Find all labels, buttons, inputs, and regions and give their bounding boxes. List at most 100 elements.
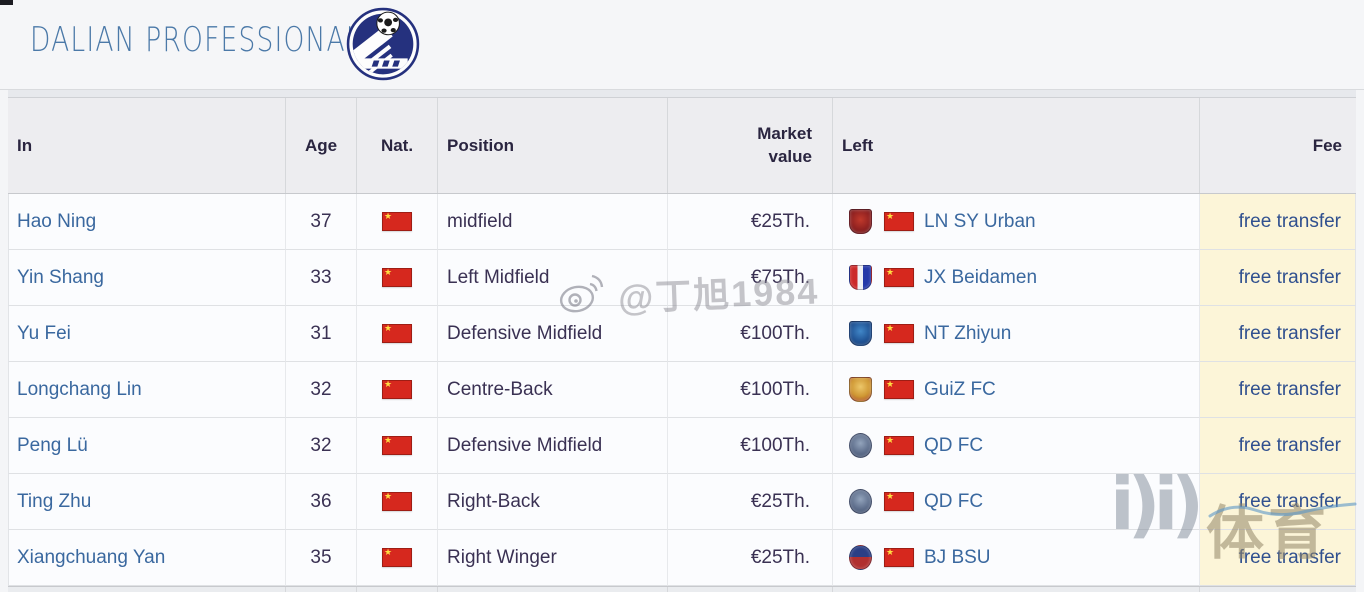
- fee-value: free transfer: [1238, 490, 1341, 512]
- nationality-cell: [357, 250, 438, 306]
- table-row: Peng Lü 32 Defensive Midfield €100Th. QD…: [8, 418, 1356, 474]
- player-name-link[interactable]: Ting Zhu: [17, 490, 92, 512]
- age-cell: 32: [286, 362, 357, 418]
- left-club-cell: GuiZ FC: [833, 362, 1200, 418]
- column-header-market-value: Market value: [668, 98, 833, 193]
- club-crest-icon[interactable]: [849, 321, 872, 346]
- column-header-in: In: [8, 98, 286, 193]
- nationality-cell: [357, 306, 438, 362]
- fee-cell: free transfer: [1200, 306, 1356, 362]
- table-header-row: In Age Nat. Position Market value Left F…: [8, 97, 1356, 194]
- player-cell: Peng Lü: [8, 418, 286, 474]
- player-cell: Ting Zhu: [8, 474, 286, 530]
- nationality-cell: [357, 362, 438, 418]
- player-name-link[interactable]: Longchang Lin: [17, 378, 142, 400]
- left-club-cell: QD FC: [833, 418, 1200, 474]
- dalian-professional-crest-icon: [346, 7, 420, 81]
- left-club-link[interactable]: QD FC: [924, 490, 984, 512]
- player-cell: Yu Fei: [8, 306, 286, 362]
- club-crest-icon[interactable]: [849, 265, 872, 290]
- table-row: Yin Shang 33 Left Midfield €75Th. JX Bei…: [8, 250, 1356, 306]
- fee-cell: free transfer: [1200, 250, 1356, 306]
- position-cell: Centre-Back: [438, 362, 668, 418]
- left-club-cell: BJ BSU: [833, 530, 1200, 586]
- player-name-link[interactable]: Peng Lü: [17, 434, 88, 456]
- table-row: Longchang Lin 32 Centre-Back €100Th. Gui…: [8, 362, 1356, 418]
- position-cell: Left Midfield: [438, 250, 668, 306]
- left-club-cell: QD FC: [833, 474, 1200, 530]
- position-cell: Right-Back: [438, 474, 668, 530]
- table-row: Xiangchuang Yan 35 Right Winger €25Th. B…: [8, 530, 1356, 586]
- nationality-cell: [357, 474, 438, 530]
- fee-cell: free transfer: [1200, 530, 1356, 586]
- corner-mark: [0, 0, 13, 5]
- age-cell: 35: [286, 530, 357, 586]
- market-value-cell: €100Th.: [668, 306, 833, 362]
- fee-value: free transfer: [1238, 322, 1341, 344]
- column-header-fee: Fee: [1200, 98, 1356, 193]
- position-cell: midfield: [438, 194, 668, 250]
- player-cell: Hao Ning: [8, 194, 286, 250]
- china-flag-icon: [884, 210, 914, 231]
- left-club-link[interactable]: LN SY Urban: [924, 210, 1036, 232]
- market-value-cell: €25Th.: [668, 530, 833, 586]
- age-cell: 36: [286, 474, 357, 530]
- left-club-link[interactable]: JX Beidamen: [924, 266, 1038, 288]
- player-cell: Longchang Lin: [8, 362, 286, 418]
- left-club-link[interactable]: GuiZ FC: [924, 378, 996, 400]
- market-value-cell: €25Th.: [668, 194, 833, 250]
- age-cell: 33: [286, 250, 357, 306]
- fee-value: free transfer: [1238, 546, 1341, 568]
- fee-value: free transfer: [1238, 266, 1341, 288]
- china-flag-icon: [884, 490, 914, 511]
- left-club-cell: LN SY Urban: [833, 194, 1200, 250]
- club-crest-icon[interactable]: [849, 489, 872, 514]
- age-cell: 37: [286, 194, 357, 250]
- table-row: Hao Ning 37 midfield €25Th. LN SY Urban …: [8, 194, 1356, 250]
- player-name-link[interactable]: Yin Shang: [17, 266, 104, 288]
- nationality-cell: [357, 194, 438, 250]
- left-club-link[interactable]: BJ BSU: [924, 546, 991, 568]
- age-cell: 32: [286, 418, 357, 474]
- china-flag-icon: [884, 322, 914, 343]
- fee-value: free transfer: [1238, 434, 1341, 456]
- china-flag-icon: [382, 210, 412, 231]
- player-cell: Yin Shang: [8, 250, 286, 306]
- club-crest-icon[interactable]: [849, 433, 872, 458]
- table-row: Yu Fei 31 Defensive Midfield €100Th. NT …: [8, 306, 1356, 362]
- china-flag-icon: [884, 266, 914, 287]
- fee-cell: free transfer: [1200, 362, 1356, 418]
- left-club-link[interactable]: QD FC: [924, 434, 984, 456]
- player-cell: Xiangchuang Yan: [8, 530, 286, 586]
- market-value-cell: €75Th.: [668, 250, 833, 306]
- club-header: DALIAN PROFESSIONAL: [0, 0, 1364, 90]
- left-club-cell: JX Beidamen: [833, 250, 1200, 306]
- china-flag-icon: [884, 546, 914, 567]
- right-gutter: [1356, 90, 1364, 592]
- left-club-cell: NT Zhiyun: [833, 306, 1200, 362]
- china-flag-icon: [884, 378, 914, 399]
- market-value-cell: €100Th.: [668, 362, 833, 418]
- club-crest-icon[interactable]: [849, 209, 872, 234]
- player-name-link[interactable]: Yu Fei: [17, 322, 71, 344]
- age-cell: 31: [286, 306, 357, 362]
- transfers-table: In Age Nat. Position Market value Left F…: [8, 97, 1356, 592]
- fee-cell: free transfer: [1200, 474, 1356, 530]
- player-name-link[interactable]: Hao Ning: [17, 210, 97, 232]
- left-club-link[interactable]: NT Zhiyun: [924, 322, 1012, 344]
- market-value-cell: €25Th.: [668, 474, 833, 530]
- club-crest-icon[interactable]: [849, 377, 872, 402]
- china-flag-icon: [382, 322, 412, 343]
- fee-cell: free transfer: [1200, 418, 1356, 474]
- club-crest-icon[interactable]: [849, 545, 872, 570]
- left-gutter: [0, 90, 8, 592]
- china-flag-icon: [382, 266, 412, 287]
- player-name-link[interactable]: Xiangchuang Yan: [17, 546, 166, 568]
- fee-cell: free transfer: [1200, 194, 1356, 250]
- china-flag-icon: [884, 434, 914, 455]
- page-title: DALIAN PROFESSIONAL: [30, 20, 362, 60]
- column-header-nat: Nat.: [357, 98, 438, 193]
- fee-value: free transfer: [1238, 378, 1341, 400]
- market-value-cell: €100Th.: [668, 418, 833, 474]
- column-header-age: Age: [286, 98, 357, 193]
